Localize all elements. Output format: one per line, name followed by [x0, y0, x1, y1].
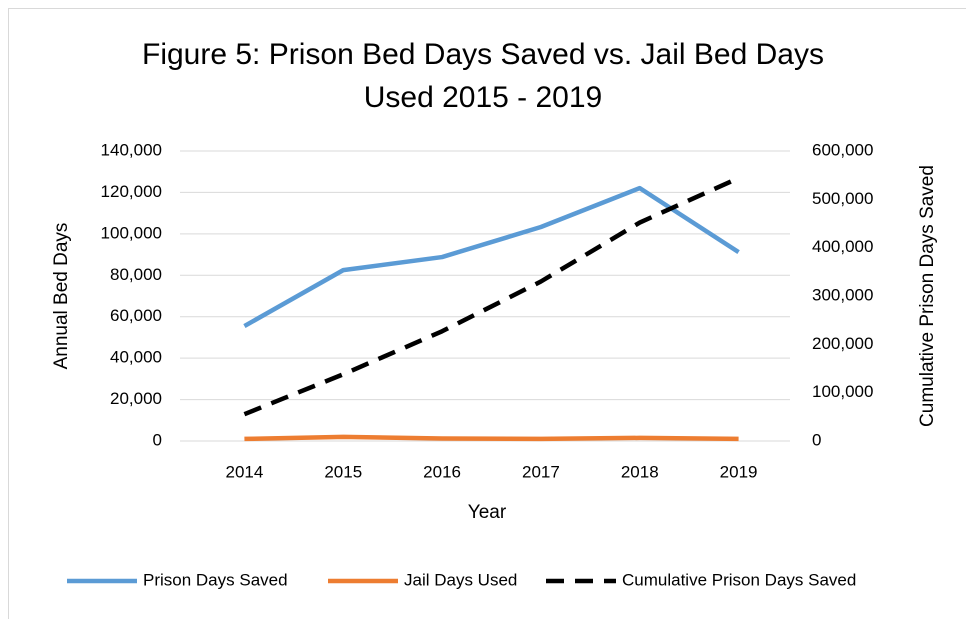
chart-border [8, 8, 966, 619]
y2-tick-label: 400,000 [812, 237, 873, 256]
y-tick-label: 100,000 [101, 223, 162, 242]
x-tick-label: 2018 [621, 462, 659, 481]
series-line [243, 185, 740, 328]
x-tick-label: 2019 [720, 462, 758, 481]
y-tick-label: 0 [153, 430, 162, 449]
y2-axis-label: Cumulative Prison Days Saved [917, 165, 938, 427]
y2-tick-label: 100,000 [812, 382, 873, 401]
series-line [244, 434, 739, 442]
y2-tick-label: 300,000 [812, 285, 873, 304]
y2-tick-label: 0 [812, 430, 821, 449]
series-line [243, 176, 740, 417]
x-tick-label: 2017 [522, 462, 560, 481]
y-tick-label: 120,000 [101, 182, 162, 201]
x-tick-label: 2016 [423, 462, 461, 481]
y2-tick-label: 500,000 [812, 189, 873, 208]
legend-label: Jail Days Used [404, 570, 517, 589]
legend-label: Cumulative Prison Days Saved [622, 570, 856, 589]
y-axis-label: Annual Bed Days [51, 223, 72, 370]
y-tick-label: 140,000 [101, 140, 162, 159]
chart-title: Figure 5: Prison Bed Days Saved vs. Jail… [142, 38, 824, 114]
y2-tick-label: 200,000 [812, 334, 873, 353]
x-tick-label: 2014 [226, 462, 264, 481]
x-axis-label: Year [468, 502, 507, 523]
y-tick-label: 40,000 [110, 348, 162, 367]
y-tick-label: 80,000 [110, 265, 162, 284]
y2-tick-label: 600,000 [812, 140, 873, 159]
y-tick-label: 60,000 [110, 306, 162, 325]
x-tick-label: 2015 [324, 462, 362, 481]
y-tick-label: 20,000 [110, 389, 162, 408]
legend-label: Prison Days Saved [143, 570, 288, 589]
